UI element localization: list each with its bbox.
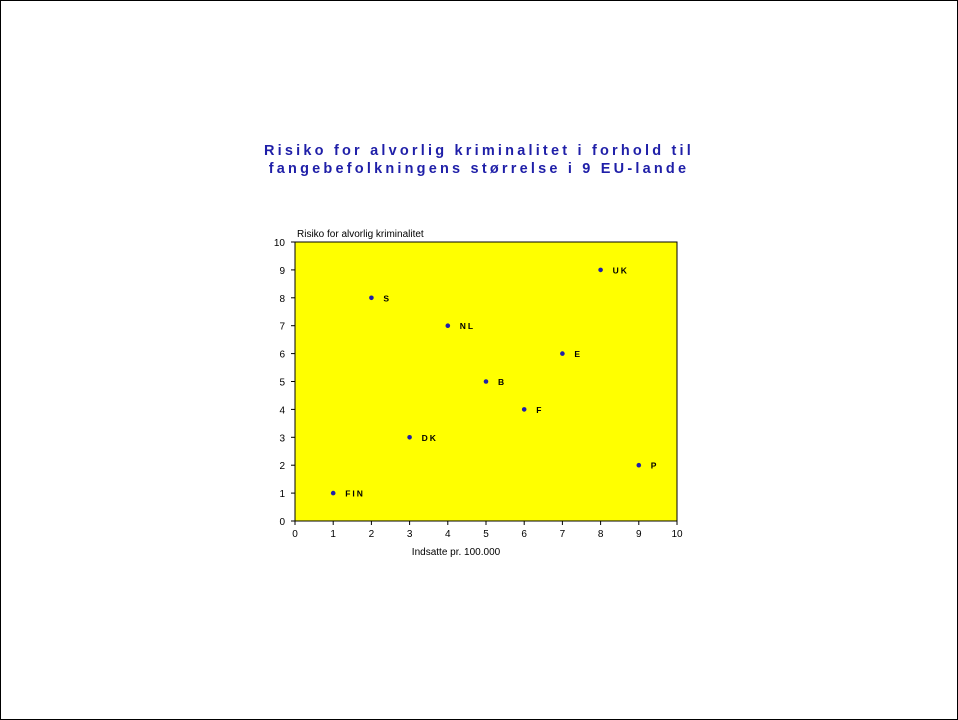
data-point-label: FIN [345, 489, 365, 499]
data-point [369, 295, 374, 301]
data-point [598, 267, 603, 273]
x-tick-label: 5 [483, 529, 489, 540]
x-tick-label: 3 [407, 529, 413, 540]
x-tick-label: 8 [598, 529, 604, 540]
y-tick-label: 8 [279, 294, 285, 305]
data-point-label: E [574, 349, 582, 359]
x-axis-label: Indsatte pr. 100.000 [412, 547, 501, 558]
x-tick-label: 0 [292, 529, 298, 540]
y-tick-label: 6 [279, 350, 285, 361]
x-tick-label: 2 [369, 529, 375, 540]
data-point [636, 462, 642, 468]
x-tick-label: 10 [671, 529, 683, 540]
data-point-label: NL [460, 321, 475, 331]
data-point-label: S [383, 293, 391, 303]
y-tick-label: 5 [279, 378, 285, 389]
chart-title: Risiko for alvorlig kriminalitet i forho… [0, 142, 958, 178]
data-point-label: UK [613, 265, 629, 275]
data-point-label: B [498, 377, 506, 387]
x-tick-label: 1 [330, 529, 336, 540]
y-tick-label: 10 [274, 238, 286, 249]
x-tick-label: 6 [521, 529, 527, 540]
y-tick-label: 1 [279, 489, 285, 500]
data-point [407, 435, 412, 440]
data-point [483, 379, 489, 384]
data-point-label: DK [422, 433, 438, 443]
x-tick-label: 7 [560, 529, 566, 540]
data-point-label: F [536, 405, 543, 415]
y-tick-label: 0 [279, 517, 285, 528]
x-tick-label: 4 [445, 529, 451, 540]
data-point [445, 323, 451, 329]
chart-title-line-1: Risiko for alvorlig kriminalitet i forho… [264, 143, 694, 159]
data-point [330, 490, 336, 496]
y-tick-label: 9 [279, 266, 285, 277]
x-tick-label: 9 [636, 529, 642, 540]
data-points: FIN S DK NL B F E UK P [330, 265, 659, 499]
x-axis: 0 1 2 3 4 5 6 7 8 9 10 [292, 521, 683, 540]
y-axis: 0 1 2 3 4 5 6 7 8 9 10 [274, 238, 295, 528]
data-point [521, 407, 527, 412]
data-point-label: P [651, 461, 659, 471]
y-tick-label: 2 [279, 461, 285, 472]
y-axis-label: Risiko for alvorlig kriminalitet [297, 229, 424, 240]
y-tick-label: 7 [279, 322, 285, 333]
data-point [560, 351, 565, 356]
y-tick-label: 4 [279, 405, 285, 416]
chart-title-line-2: fangebefolkningens størrelse i 9 EU-land… [268, 161, 690, 177]
y-tick-label: 3 [279, 433, 285, 444]
